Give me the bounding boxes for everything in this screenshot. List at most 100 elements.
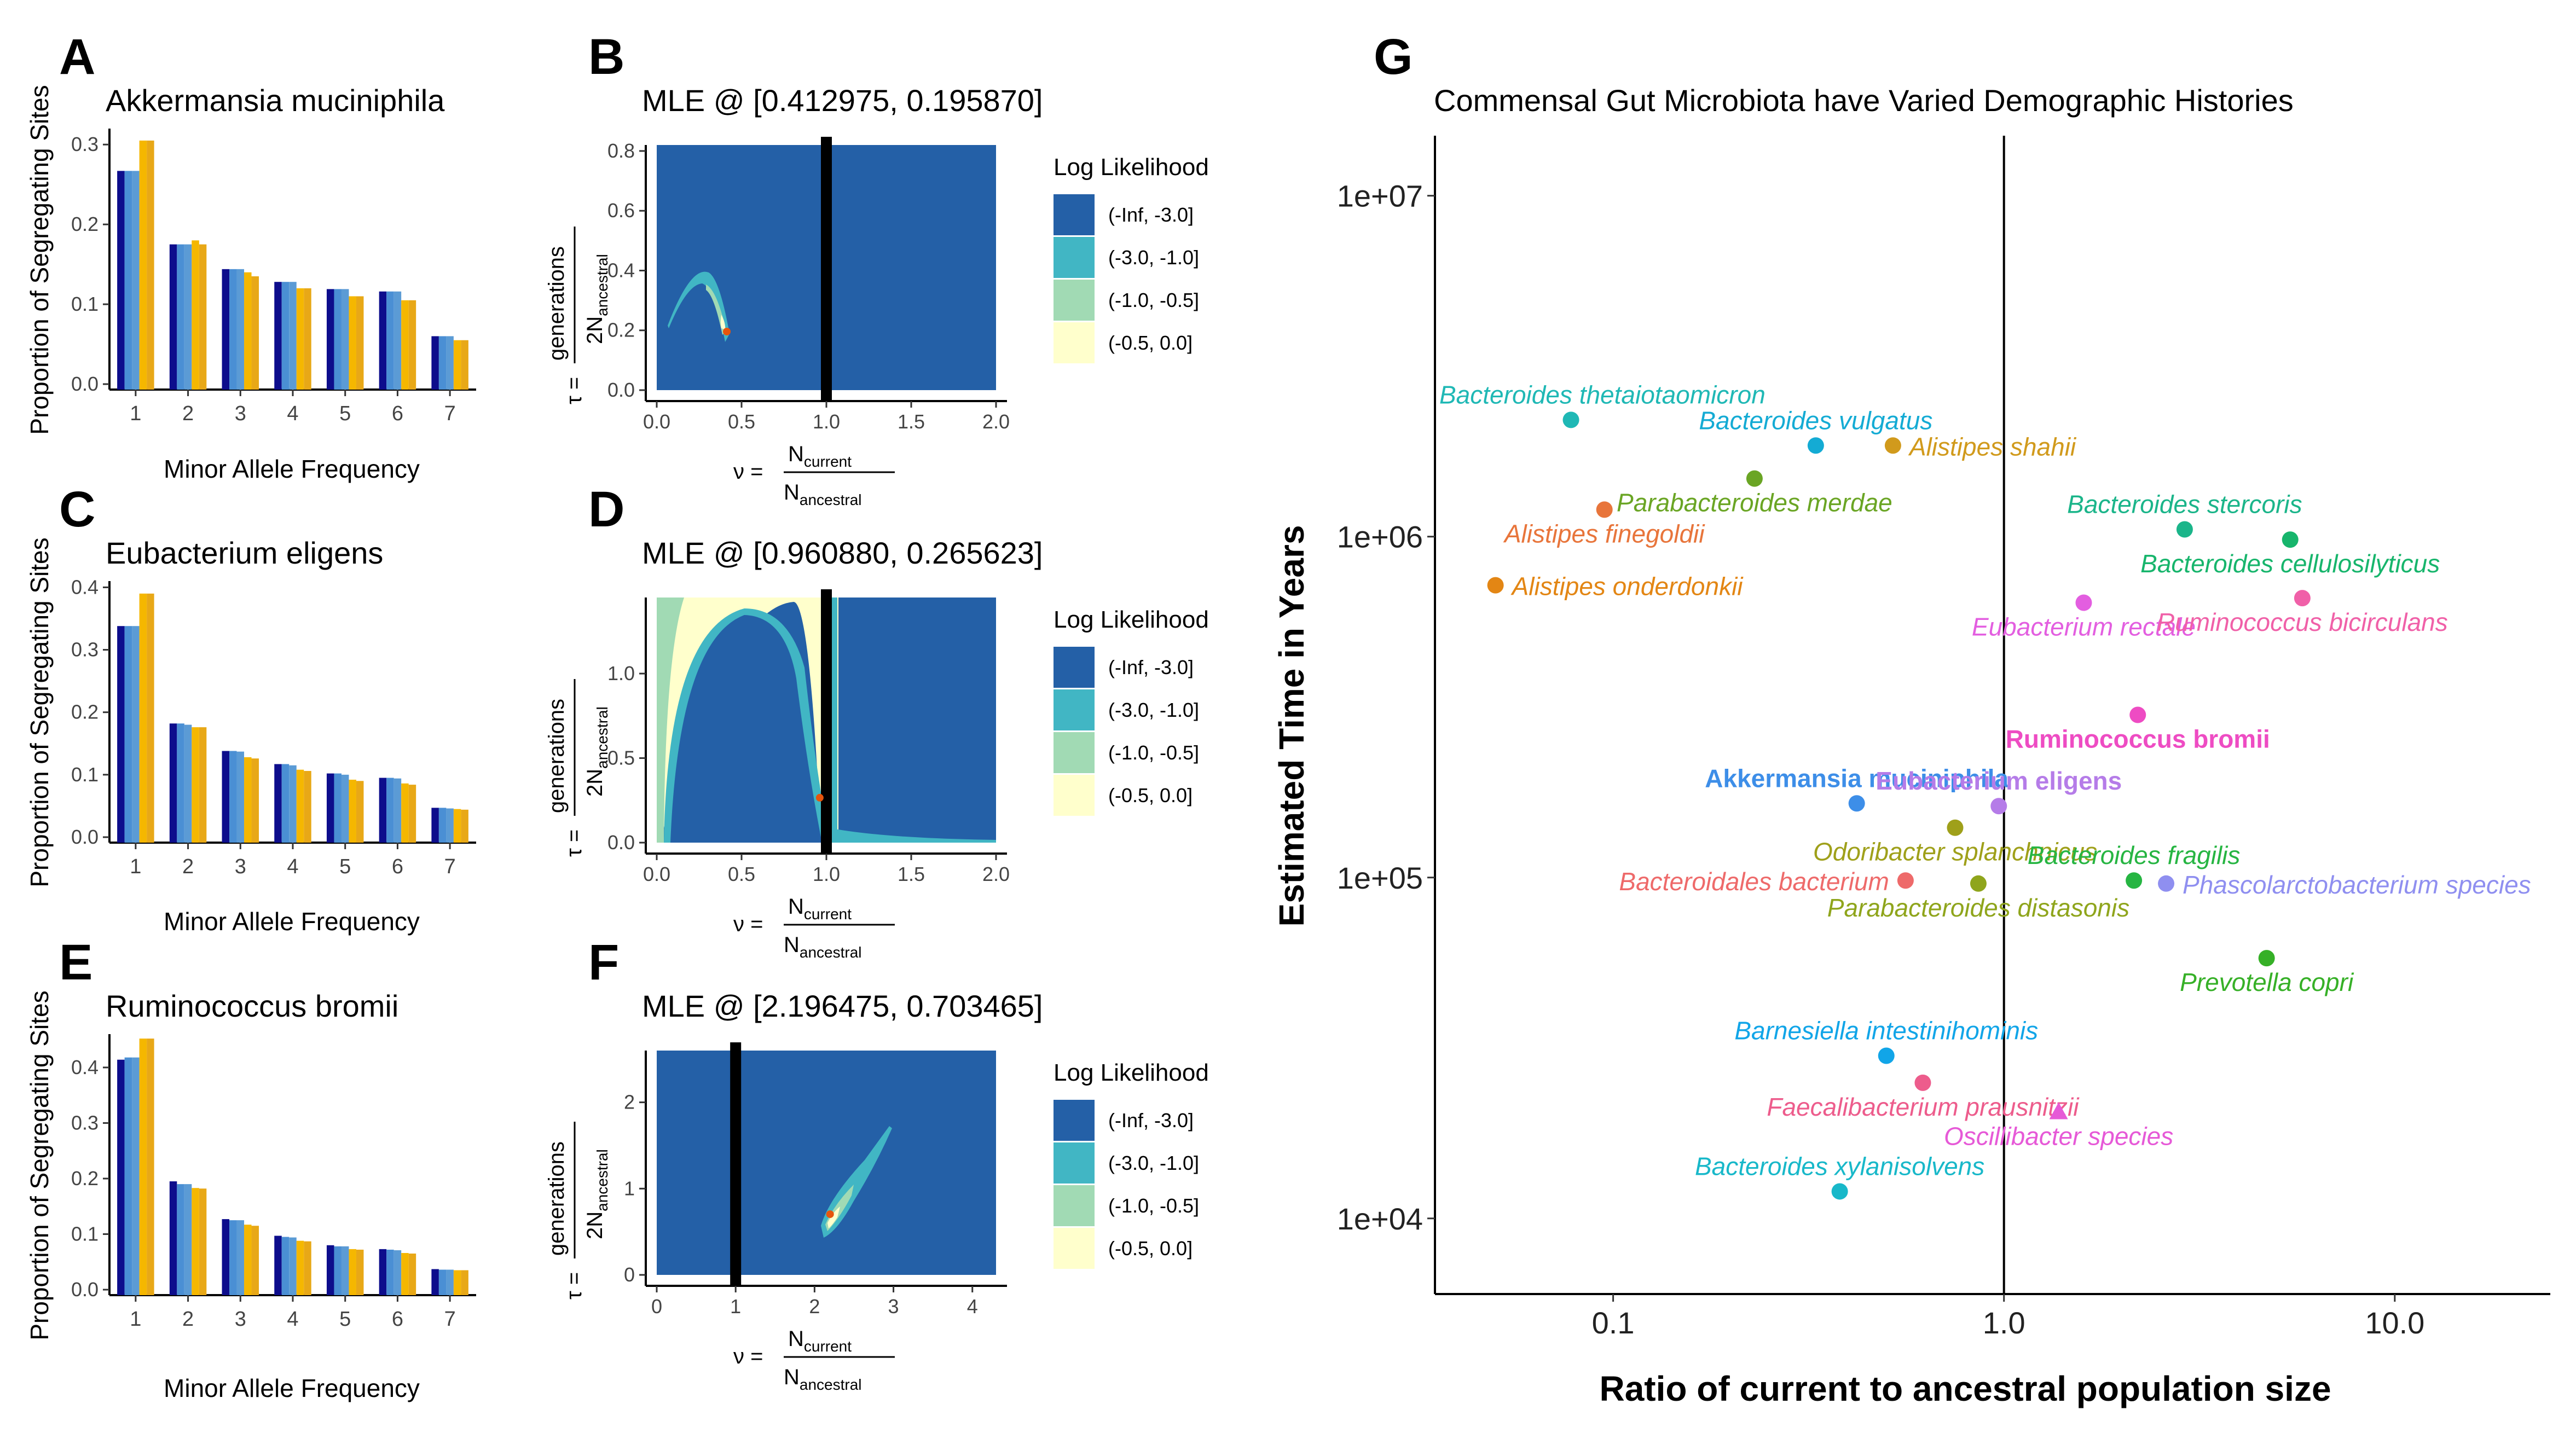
bar <box>222 1219 230 1295</box>
y-tick-label: 0.4 <box>71 576 99 598</box>
bar <box>341 774 349 843</box>
bar <box>192 240 199 390</box>
x-tick-label: 3 <box>888 1295 899 1318</box>
legend-title: Log Likelihood <box>1054 154 1209 181</box>
bar <box>281 764 290 843</box>
point-label: Oscillibacter species <box>1944 1122 2173 1151</box>
point-label: Eubacterium eligens <box>1876 767 2122 795</box>
panel-a: Akkermansia muciniphila Proportion of Se… <box>25 83 476 483</box>
bar <box>117 626 125 843</box>
y-tick-label: 0.2 <box>71 1167 99 1190</box>
y-tick-label: 0.0 <box>71 373 99 395</box>
point-label: Alistipes shahii <box>1908 432 2077 461</box>
panel-b: MLE @ [0.412975, 0.195870] 0.0 0.5 1.0 1.5 2… <box>545 83 1043 508</box>
bar <box>132 1057 140 1295</box>
x-formula-numerator: Ncurrent <box>788 1327 852 1355</box>
bar <box>281 1237 290 1295</box>
y-tick-label: 0.0 <box>607 831 635 854</box>
data-point <box>2258 950 2275 967</box>
bar <box>147 593 154 843</box>
y-tick-label: 0.3 <box>71 1111 99 1134</box>
point-label: Phascolarctobacterium species <box>2183 871 2531 899</box>
x-tick-label: 7 <box>444 855 456 878</box>
bar <box>453 809 461 843</box>
x-formula-numerator: Ncurrent <box>788 895 852 923</box>
x-tick-label: 7 <box>444 402 456 425</box>
x-tick-label: 0.5 <box>728 410 755 433</box>
bar <box>386 291 394 390</box>
bar <box>341 1246 349 1295</box>
y-tick-label: 0.2 <box>71 213 99 235</box>
y-formula: τ = generations 2Nancestral <box>545 227 611 404</box>
bar <box>431 808 439 843</box>
x-tick-label: 1.5 <box>898 410 925 433</box>
legend-label: (-Inf, -3.0] <box>1108 1109 1194 1132</box>
bar <box>393 778 402 843</box>
y-tick-label: 0.3 <box>71 639 99 661</box>
x-tick-label: 1.0 <box>1983 1306 2025 1340</box>
bar <box>169 723 177 843</box>
legend-label: (-0.5, 0.0] <box>1108 1237 1193 1260</box>
legend-label: (-3.0, -1.0] <box>1108 699 1199 721</box>
x-tick-label: 2 <box>809 1295 820 1318</box>
bar <box>379 778 387 843</box>
bar <box>244 757 252 843</box>
y-tick-label: 1.0 <box>607 662 635 685</box>
bar <box>199 727 207 843</box>
mle-point <box>826 1210 834 1219</box>
x-tick-label: 10.0 <box>2365 1306 2424 1340</box>
bar <box>349 779 356 843</box>
data-point <box>2158 875 2175 892</box>
bar <box>244 1225 252 1295</box>
x-tick-label: 2.0 <box>982 410 1010 433</box>
x-tick-label: 5 <box>339 402 351 425</box>
panel-f-title: MLE @ [2.196475, 0.703465] <box>642 989 1043 1023</box>
x-formula-nu: ν = <box>733 1344 763 1368</box>
bar <box>251 758 259 843</box>
x-formula-nu: ν = <box>733 460 763 484</box>
x-formula-denominator: Nancestral <box>784 480 862 508</box>
x-tick-label: 5 <box>339 855 351 878</box>
bar <box>177 1184 184 1295</box>
bar <box>386 778 394 843</box>
bar <box>274 1235 282 1295</box>
x-tick-label: 1.0 <box>813 863 840 885</box>
contour-d-band-right <box>831 598 837 843</box>
point-label: Parabacteroides distasonis <box>1827 894 2129 922</box>
data-point <box>1831 1183 1848 1200</box>
panel-d-title: MLE @ [0.960880, 0.265623] <box>642 536 1043 570</box>
bar <box>184 1184 192 1295</box>
bar <box>461 340 468 390</box>
bar <box>408 1254 416 1295</box>
data-point <box>1807 437 1824 454</box>
likelihood-legend-b: Log Likelihood (-Inf, -3.0] (-3.0, -1.0] (-… <box>1054 154 1209 363</box>
bar <box>349 296 356 390</box>
y-formula-denominator: 2Nancestral <box>583 706 611 797</box>
panel-g: Commensal Gut Microbiota have Varied Dem… <box>1272 83 2550 1408</box>
x-tick-label: 3 <box>235 402 246 425</box>
panel-letter-b: B <box>588 29 624 85</box>
x-tick-label: 1 <box>130 855 141 878</box>
bar <box>349 1249 356 1295</box>
bar <box>341 289 349 390</box>
legend-swatch <box>1054 1228 1095 1269</box>
legend-label: (-1.0, -0.5] <box>1108 1194 1199 1217</box>
bar <box>281 282 290 390</box>
panel-e: Ruminococcus bromii Proportion of Segreg… <box>25 989 476 1402</box>
y-tick-label: 1e+05 <box>1337 861 1423 895</box>
y-tick-label: 1e+04 <box>1337 1202 1423 1236</box>
y-tick-label: 0.1 <box>71 293 99 315</box>
y-tick-label: 0.5 <box>607 747 635 769</box>
bar <box>244 272 252 390</box>
data-point <box>1897 872 1914 889</box>
bar-plot-c: 0.0 0.1 0.2 0.3 0.4 1 2 3 4 5 6 7 <box>71 576 476 878</box>
legend-title: Log Likelihood <box>1054 1059 1209 1086</box>
data-point <box>2176 521 2193 538</box>
x-tick-label: 2.0 <box>982 863 1010 885</box>
y-formula-numerator: generations <box>545 246 569 361</box>
x-tick-label: 6 <box>392 1308 403 1331</box>
x-tick-label: 3 <box>235 1308 246 1331</box>
bar <box>251 276 259 390</box>
y-formula-denominator: 2Nancestral <box>583 1149 611 1239</box>
y-tick-label: 1e+06 <box>1337 520 1423 554</box>
